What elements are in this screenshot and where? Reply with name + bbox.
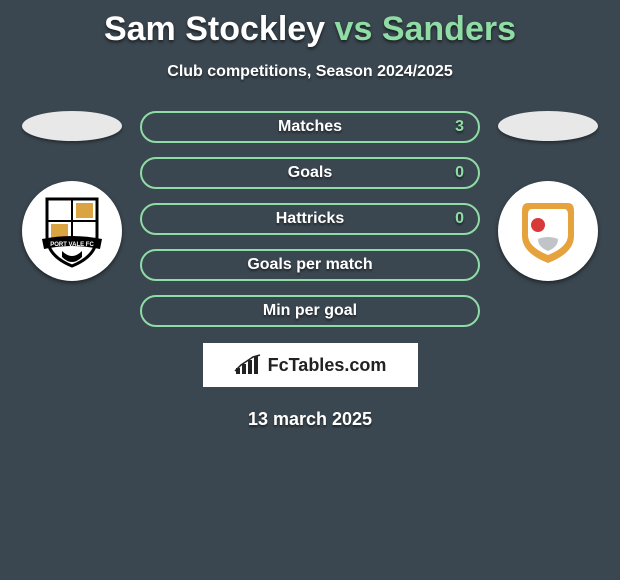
stat-label: Goals xyxy=(288,164,332,182)
stat-row-hattricks: Hattricks 0 xyxy=(140,203,480,235)
stat-row-goals: Goals 0 xyxy=(140,157,480,189)
stat-label: Matches xyxy=(278,118,342,136)
mk-dons-badge-icon xyxy=(508,191,588,271)
stat-right-value: 0 xyxy=(455,210,464,228)
svg-text:PORT VALE FC: PORT VALE FC xyxy=(50,242,94,248)
stat-label: Goals per match xyxy=(247,256,372,274)
player2-club-badge xyxy=(498,181,598,281)
stat-row-goals-per-match: Goals per match xyxy=(140,249,480,281)
stat-row-min-per-goal: Min per goal xyxy=(140,295,480,327)
page-title: Sam Stockley vs Sanders xyxy=(0,0,620,49)
bar-chart-icon xyxy=(234,354,262,376)
player2-avatar-placeholder xyxy=(498,111,598,141)
stat-label: Hattricks xyxy=(276,210,344,228)
right-column xyxy=(498,111,598,281)
stat-row-matches: Matches 3 xyxy=(140,111,480,143)
left-column: PORT VALE FC xyxy=(22,111,122,281)
comparison-content: PORT VALE FC Matches 3 Goals 0 Hattricks… xyxy=(0,111,620,327)
stat-label: Min per goal xyxy=(263,302,357,320)
stat-right-value: 3 xyxy=(455,118,464,136)
player1-name: Sam Stockley xyxy=(104,10,325,48)
player2-name: Sanders xyxy=(382,10,516,48)
stats-rows: Matches 3 Goals 0 Hattricks 0 Goals per … xyxy=(140,111,480,327)
port-vale-badge-icon: PORT VALE FC xyxy=(32,191,112,271)
vs-label: vs xyxy=(335,10,373,48)
fctables-link[interactable]: FcTables.com xyxy=(203,343,418,387)
subtitle: Club competitions, Season 2024/2025 xyxy=(0,63,620,81)
date-label: 13 march 2025 xyxy=(0,409,620,430)
player1-avatar-placeholder xyxy=(22,111,122,141)
player1-club-badge: PORT VALE FC xyxy=(22,181,122,281)
brand-label: FcTables.com xyxy=(268,355,387,376)
stat-right-value: 0 xyxy=(455,164,464,182)
